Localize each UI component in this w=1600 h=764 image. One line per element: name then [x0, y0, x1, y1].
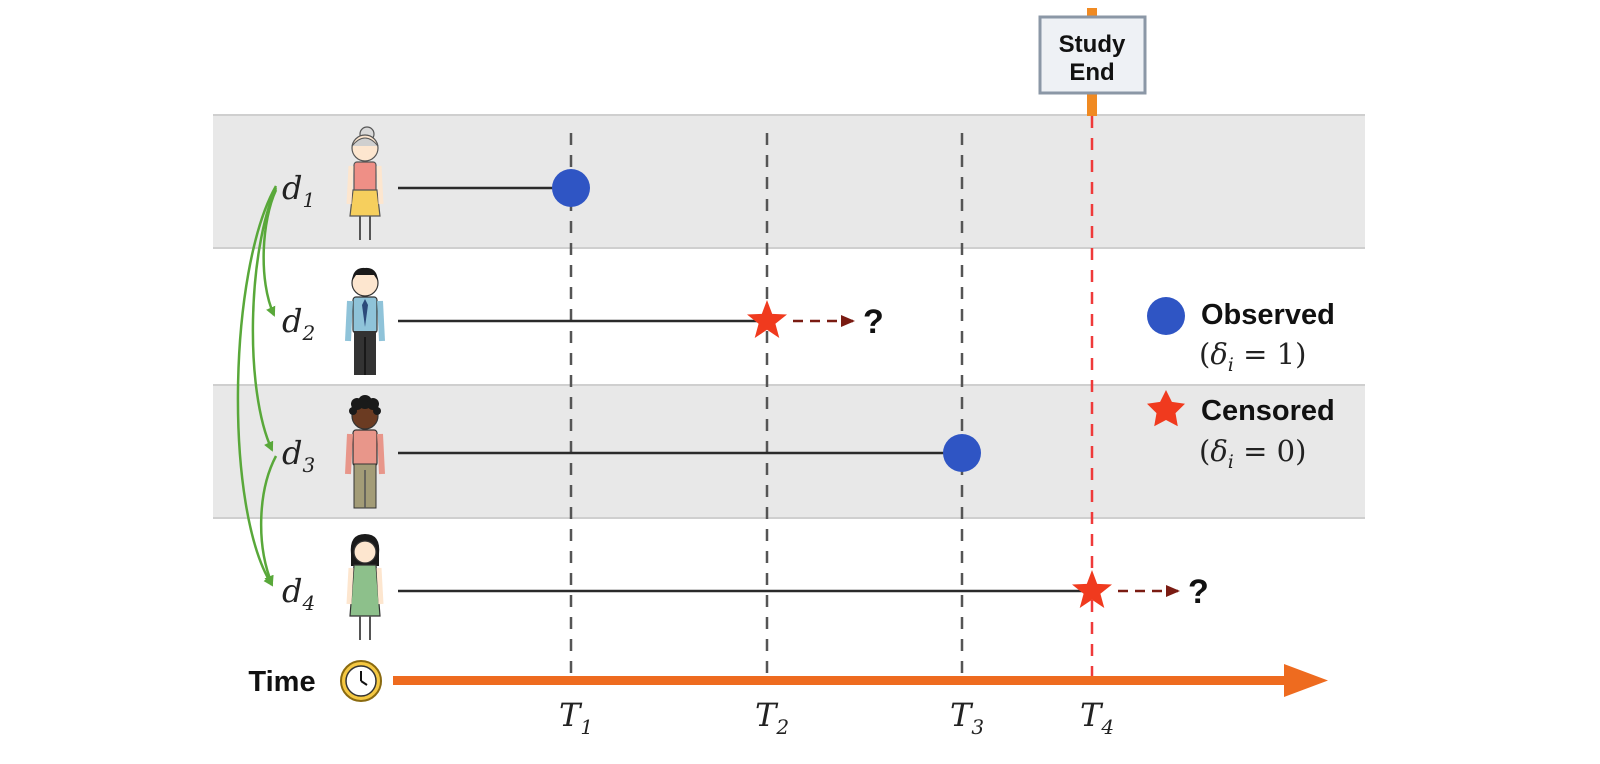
subject-label: d2 — [282, 302, 315, 345]
tick-label-1: T1 — [559, 696, 593, 739]
legend-censored-marker — [1147, 390, 1185, 427]
band-row-3 — [213, 385, 1365, 518]
subject-label: d4 — [282, 572, 315, 615]
person-icon-elderly-woman — [346, 126, 384, 240]
unknown-outcome-mark: ? — [1188, 573, 1209, 611]
row-bands — [213, 114, 1365, 519]
tick-label-4: T4 — [1080, 696, 1114, 739]
study-end-line2: End — [1069, 59, 1114, 86]
observed-event-marker — [552, 169, 590, 207]
censored-event-marker — [747, 300, 787, 338]
time-axis-arrowhead — [1284, 664, 1328, 697]
study-end-sign: Study End — [1038, 15, 1147, 95]
time-axis-line — [393, 676, 1288, 685]
person-icon-man-tie — [345, 267, 385, 375]
tick-label-2: T2 — [755, 696, 789, 739]
arrow-d3-d4 — [259, 455, 278, 586]
tick-labels: T1 T2 T3 T4 — [559, 696, 1114, 739]
unknown-outcome-mark: ? — [863, 303, 884, 341]
study-end-sign-board — [1038, 15, 1147, 95]
person-icons — [345, 126, 385, 640]
time-label: Time — [248, 666, 315, 698]
legend-censored-value: (δi = 0) — [1199, 434, 1306, 473]
relation-arrows — [236, 185, 278, 587]
legend-observed-label: Observed — [1201, 299, 1335, 331]
arrow-d1-d3 — [251, 187, 278, 452]
subject-row-1: d1 — [282, 169, 590, 212]
arrow-d1-d4 — [236, 185, 278, 587]
legend: Observed (δi = 1) Censored (δi = 0) — [1147, 297, 1335, 473]
person-icon-man-curly-hair — [345, 395, 385, 509]
band-row-1 — [213, 115, 1365, 248]
subject-row-4: d4? — [282, 570, 1209, 615]
person-icon-woman-green-dress — [346, 534, 384, 640]
clock-icon — [340, 660, 382, 702]
time-axis — [393, 664, 1328, 697]
censored-event-marker — [1072, 570, 1112, 608]
subject-label: d1 — [282, 169, 315, 212]
legend-observed-marker — [1147, 297, 1185, 335]
study-end-line1: Study — [1059, 31, 1126, 58]
subject-row-2: d2? — [282, 300, 884, 345]
subject-label: d3 — [282, 434, 315, 477]
subject-row-3: d3 — [282, 434, 981, 477]
observed-event-marker — [943, 434, 981, 472]
legend-observed-value: (δi = 1) — [1199, 337, 1306, 376]
tick-label-3: T3 — [950, 696, 984, 739]
subject-rows: d1 d2 ? d3 d4? — [282, 169, 1209, 615]
legend-censored-label: Censored — [1201, 395, 1335, 427]
